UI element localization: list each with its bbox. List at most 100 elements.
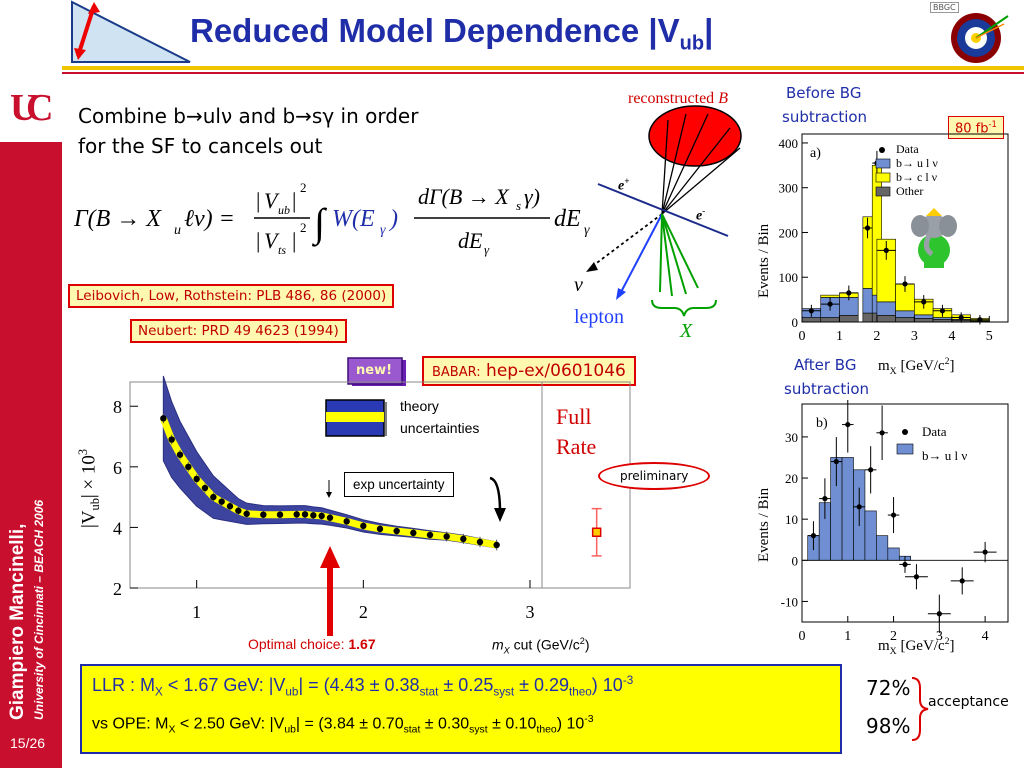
after-bg-ylabel: Events / Bin bbox=[756, 487, 772, 562]
svg-text:γ: γ bbox=[584, 223, 590, 238]
author-affiliation: University of Cincinnati – BEACH 2006 bbox=[32, 499, 46, 720]
after-bg-plot: -10 0 10 20 30 0 1 2 3 4 bbox=[754, 396, 1018, 644]
data-point bbox=[343, 518, 350, 525]
svg-text:V: V bbox=[264, 228, 280, 253]
exp-arrow bbox=[486, 476, 516, 526]
data-point bbox=[982, 549, 988, 555]
page-number: 15/26 bbox=[10, 735, 46, 751]
before-bg-legend-other: Other bbox=[896, 184, 924, 198]
nu-label: ν bbox=[574, 274, 583, 296]
svg-text:∫: ∫ bbox=[311, 200, 328, 247]
svg-text:|: | bbox=[256, 188, 260, 213]
after-bg-legend-data: Data bbox=[922, 424, 947, 439]
svg-text:s: s bbox=[516, 198, 521, 213]
data-point bbox=[822, 496, 828, 502]
after-bg-panel-label: b) bbox=[816, 416, 828, 431]
reference-neubert: Neubert: PRD 49 4623 (1994) bbox=[130, 319, 347, 343]
full-rate-point bbox=[591, 527, 602, 538]
acceptance-ope: 98% bbox=[866, 714, 911, 738]
after-bg-plot-svg: -10 0 10 20 30 0 1 2 3 4 bbox=[781, 396, 1009, 644]
svg-text:γ: γ bbox=[484, 242, 490, 257]
xtick-label: 5 bbox=[986, 329, 993, 344]
theory-legend-label-2: uncertainties bbox=[400, 420, 480, 436]
svg-text:|: | bbox=[256, 228, 260, 253]
histogram-bar bbox=[887, 547, 900, 561]
after-bg-legend bbox=[894, 424, 916, 460]
histogram-bar bbox=[820, 294, 840, 298]
small-arrow bbox=[324, 480, 334, 500]
before-bg-legend-data: Data bbox=[896, 142, 919, 156]
data-point bbox=[260, 511, 267, 518]
xtick-label: 2 bbox=[873, 329, 880, 344]
before-bg-legend bbox=[872, 142, 962, 204]
svg-text:U: U bbox=[10, 87, 37, 129]
acceptance-label: acceptance bbox=[928, 694, 1009, 710]
data-point bbox=[226, 503, 234, 510]
svg-text:ℓν) =: ℓν) = bbox=[184, 206, 235, 232]
data-point bbox=[939, 308, 946, 314]
data-point bbox=[393, 527, 400, 535]
data-point bbox=[959, 578, 965, 584]
reconstructed-label: reconstructed B bbox=[628, 90, 728, 107]
header-rule-gold bbox=[62, 66, 1024, 70]
theory-legend-swatch bbox=[324, 398, 390, 440]
ytick-label: 20 bbox=[785, 471, 798, 486]
data-point bbox=[921, 299, 927, 305]
vub-plot-svg: 2 4 6 8 1 2 3 bbox=[113, 375, 631, 622]
histogram-bar bbox=[876, 238, 896, 303]
svg-text:γ: γ bbox=[380, 223, 386, 238]
histogram-bar bbox=[820, 317, 840, 323]
svg-text:2: 2 bbox=[300, 220, 307, 235]
ytick-label: 200 bbox=[779, 225, 799, 240]
intro-line-1: Combine b→ulν and b→sγ in order bbox=[78, 104, 419, 128]
xtick-label: 4 bbox=[948, 329, 955, 344]
acceptance-llr: 72% bbox=[866, 676, 911, 700]
data-point bbox=[276, 511, 284, 518]
svg-text:u: u bbox=[174, 223, 181, 238]
svg-text:dE: dE bbox=[458, 228, 483, 253]
xtick-label: 3 bbox=[911, 329, 918, 344]
data-point bbox=[808, 308, 814, 314]
ytick-label: 30 bbox=[785, 430, 798, 445]
histogram-bar bbox=[864, 510, 877, 561]
results-box bbox=[80, 664, 842, 754]
data-point bbox=[360, 522, 367, 530]
before-bg-header-2: subtraction bbox=[782, 108, 868, 126]
data-point bbox=[293, 511, 300, 518]
ytick-label: -10 bbox=[781, 594, 798, 609]
data-point bbox=[318, 512, 325, 520]
after-bg-header-2: subtraction bbox=[784, 380, 870, 398]
xtick-label: 3 bbox=[526, 602, 535, 622]
svg-text:ts: ts bbox=[278, 243, 286, 257]
data-point bbox=[827, 301, 833, 307]
full-rate-label-2: Rate bbox=[556, 434, 597, 459]
ytick-label: 4 bbox=[113, 518, 122, 538]
data-point bbox=[243, 510, 250, 517]
xtick-label: 2 bbox=[890, 629, 897, 640]
data-point bbox=[846, 290, 852, 296]
vub-plot: 2 4 6 8 1 2 3 bbox=[64, 374, 664, 664]
histogram-bar bbox=[841, 457, 854, 561]
data-point bbox=[410, 529, 417, 537]
svg-text:|: | bbox=[292, 188, 296, 213]
gamma-formula: Γ(B → X u ℓν) = | V ub | 2 | V ts | 2 ∫ … bbox=[70, 168, 610, 266]
data-point bbox=[160, 415, 167, 422]
vub-plot-ylabel: |Vub| × 103 bbox=[76, 448, 103, 528]
histogram-bar bbox=[876, 314, 896, 323]
exp-uncertainty-box: exp uncertainty bbox=[344, 472, 454, 497]
after-bg-legend-bulnu: b→ u l ν bbox=[922, 448, 968, 463]
uc-logo: U C bbox=[6, 80, 56, 130]
after-bg-header-1: After BG bbox=[794, 356, 857, 374]
lumi-badge: 80 fb-1 bbox=[948, 116, 1004, 140]
data-point bbox=[902, 281, 908, 287]
llr-result: LLR : MX < 1.67 GeV: |Vub| = (4.43 ± 0.3… bbox=[92, 674, 634, 699]
data-point bbox=[301, 511, 309, 518]
data-point bbox=[879, 430, 885, 436]
data-point bbox=[218, 498, 225, 505]
reference-leibovich: Leibovich, Low, Rothstein: PLB 486, 86 (… bbox=[68, 284, 395, 308]
before-bg-plot-svg: 0 100 200 300 400 0 1 2 3 4 5 bbox=[779, 133, 1009, 344]
before-bg-ylabel: Events / Bin bbox=[756, 223, 772, 298]
sidebar-red-band bbox=[0, 142, 62, 768]
vub-plot-xlabel: mX cut (GeV/c2) bbox=[492, 636, 590, 656]
intro-line-2: for the SF to cancels out bbox=[78, 134, 323, 158]
